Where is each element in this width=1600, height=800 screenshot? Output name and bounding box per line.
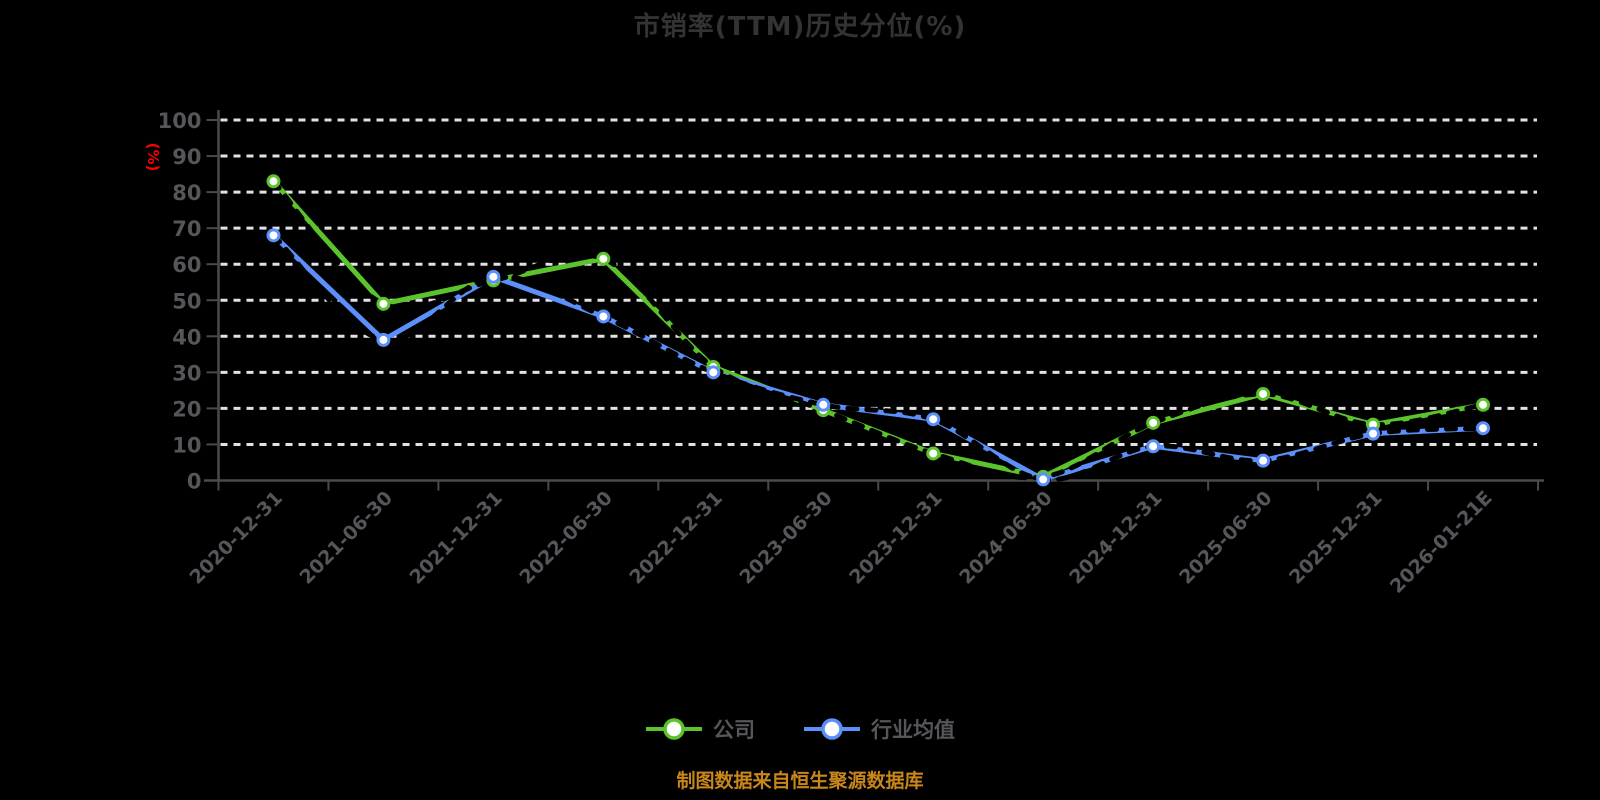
x-axis-label: 2023-12-31 [845, 487, 947, 589]
legend-label-company: 公司 [713, 718, 755, 742]
x-axis-label: 2025-12-31 [1285, 487, 1387, 589]
legend: 公司 行业均值 [0, 714, 1600, 744]
svg-text:100: 100 [158, 109, 202, 133]
svg-text:40: 40 [172, 325, 201, 349]
x-axis-label: 2024-06-30 [955, 487, 1057, 589]
data-source-note: 制图数据来自恒生聚源数据库 [676, 770, 924, 792]
svg-text:50: 50 [172, 289, 201, 313]
svg-text:70: 70 [172, 217, 201, 241]
x-axis-label: 2025-06-30 [1175, 487, 1277, 589]
chart-title: 市销率(TTM)历史分位(%) [633, 12, 967, 42]
x-axis-label: 2024-12-31 [1065, 487, 1167, 589]
svg-text:10: 10 [172, 433, 201, 457]
svg-text:0: 0 [187, 470, 202, 494]
y-axis-unit-label: (%) [144, 143, 162, 172]
x-axis-label: 2026-01-21E [1386, 487, 1497, 598]
svg-text:90: 90 [172, 145, 201, 169]
svg-text:30: 30 [172, 361, 201, 385]
x-axis-label: 2022-06-30 [515, 487, 617, 589]
svg-text:80: 80 [172, 181, 201, 205]
x-axis-label: 2023-06-30 [735, 487, 837, 589]
legend-label-industry-average: 行业均值 [871, 718, 955, 742]
legend-item-industry-average[interactable]: 行业均值 [803, 714, 955, 744]
x-axis-label: 2021-12-31 [405, 487, 507, 589]
x-axis-label: 2022-12-31 [625, 487, 727, 589]
legend-marker-industry-icon [804, 718, 860, 740]
svg-text:20: 20 [172, 397, 201, 421]
legend-item-company[interactable]: 公司 [645, 714, 755, 744]
x-axis-label: 2021-06-30 [295, 487, 397, 589]
legend-marker-company-icon [646, 718, 702, 740]
svg-text:60: 60 [172, 253, 201, 277]
x-axis-label: 2020-12-31 [186, 487, 288, 589]
